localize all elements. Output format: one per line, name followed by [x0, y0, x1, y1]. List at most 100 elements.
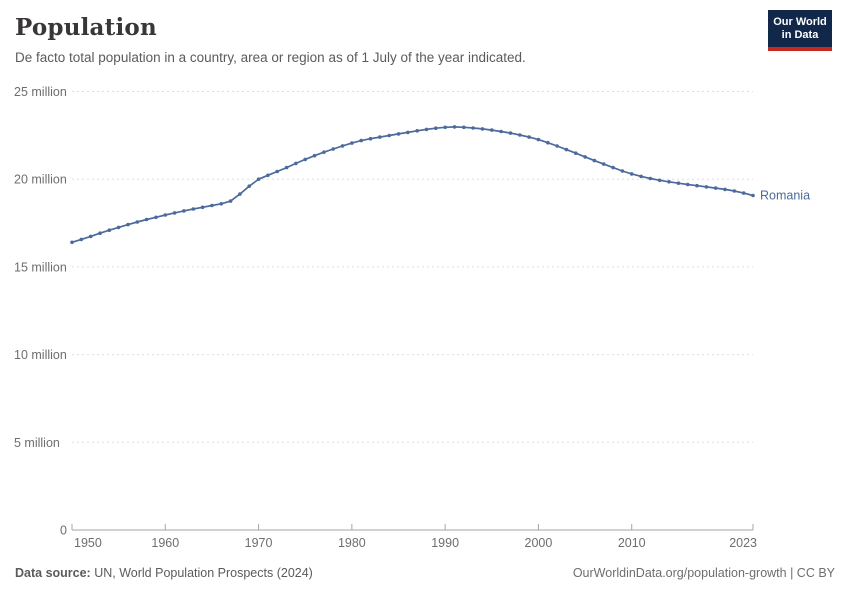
data-point [452, 125, 457, 129]
x-tick-label: 1970 [245, 536, 273, 550]
owid-logo-line2: in Data [781, 28, 819, 41]
data-point [107, 228, 112, 232]
data-point [490, 128, 494, 132]
page-title: Population [15, 14, 157, 41]
data-point [620, 169, 625, 173]
data-point [639, 174, 643, 179]
data-point [396, 132, 401, 136]
data-point [256, 177, 261, 181]
data-point [751, 193, 755, 198]
data-point [266, 173, 270, 178]
data-point [98, 231, 102, 235]
chart-footer: Data source: UN, World Population Prospe… [15, 566, 835, 580]
data-point [312, 153, 317, 158]
x-tick-label: 2010 [618, 536, 646, 550]
data-source-note[interactable]: Data source: UN, World Population Prospe… [15, 566, 313, 580]
data-point [518, 133, 522, 137]
data-point [116, 225, 121, 230]
data-point [732, 189, 737, 193]
data-source-label: Data source: [15, 566, 91, 580]
data-point [536, 137, 541, 142]
x-tick-label: 2000 [525, 536, 553, 550]
data-source-value: UN, World Population Prospects (2024) [94, 566, 313, 580]
data-point [667, 180, 671, 184]
data-point [294, 161, 298, 166]
data-point [387, 133, 392, 138]
data-point [555, 144, 559, 148]
data-point [508, 131, 513, 135]
population-line-chart[interactable]: 0 5 million 10 million 15 million 20 million… [0, 80, 850, 560]
data-point [200, 205, 205, 210]
data-point [499, 129, 503, 134]
owid-logo[interactable]: Our World in Data [768, 10, 832, 51]
data-point [359, 138, 364, 143]
data-point [228, 199, 233, 203]
data-point [238, 192, 242, 196]
data-point [191, 207, 196, 211]
data-point [88, 234, 93, 239]
data-point [741, 191, 746, 195]
y-tick-label: 15 million [14, 260, 67, 274]
data-point [424, 127, 429, 132]
y-tick-label: 25 million [14, 85, 67, 99]
data-point [126, 222, 130, 227]
data-point [574, 151, 578, 155]
data-point [154, 215, 158, 220]
data-point [415, 129, 420, 133]
data-point [723, 187, 727, 192]
data-point [546, 140, 550, 145]
data-point [79, 237, 84, 242]
x-tick-label: 1990 [431, 536, 459, 550]
data-point [676, 181, 681, 185]
data-point [480, 127, 485, 131]
data-point [471, 126, 475, 130]
data-point [443, 125, 448, 130]
data-point [368, 136, 373, 141]
y-tick-label: 0 [60, 524, 67, 538]
chart-header: Population De facto total population in … [15, 14, 750, 65]
data-point [210, 203, 214, 208]
data-point [275, 169, 280, 174]
data-point [135, 220, 140, 224]
data-point [406, 130, 410, 135]
data-point [601, 162, 606, 166]
data-point [70, 240, 74, 245]
chart-subtitle: De facto total population in a country, … [15, 50, 526, 65]
data-point [462, 125, 466, 130]
data-point [284, 165, 289, 170]
data-point [648, 176, 653, 181]
data-point [629, 172, 634, 176]
data-point [144, 217, 149, 222]
data-point [713, 186, 718, 190]
footer-link[interactable]: OurWorldinData.org/population-growth | C… [572, 566, 835, 580]
data-point [378, 135, 382, 139]
series-end-label[interactable]: Romania [760, 189, 810, 203]
data-point [564, 147, 569, 152]
y-tick-label: 5 million [14, 436, 60, 450]
data-point [350, 141, 354, 145]
data-point [592, 158, 597, 163]
data-point [331, 147, 336, 151]
data-point [704, 185, 709, 189]
y-tick-label: 10 million [14, 348, 67, 362]
data-point [322, 150, 326, 154]
x-tick-label: 2023 [729, 536, 757, 550]
data-point [182, 209, 186, 213]
owid-logo-line1: Our World [773, 15, 827, 28]
plot-hover-area[interactable] [72, 92, 753, 531]
x-tick-label: 1950 [74, 536, 102, 550]
y-tick-label: 20 million [14, 173, 67, 187]
data-point [303, 157, 308, 162]
x-tick-label: 1960 [151, 536, 179, 550]
data-point [172, 211, 177, 215]
data-point [695, 183, 699, 188]
x-tick-label: 1980 [338, 536, 366, 550]
data-point [685, 182, 690, 187]
data-point [527, 135, 531, 139]
data-point [657, 178, 662, 183]
data-point [163, 213, 168, 217]
data-point [583, 155, 587, 159]
data-point [219, 202, 224, 206]
data-point [340, 144, 345, 148]
